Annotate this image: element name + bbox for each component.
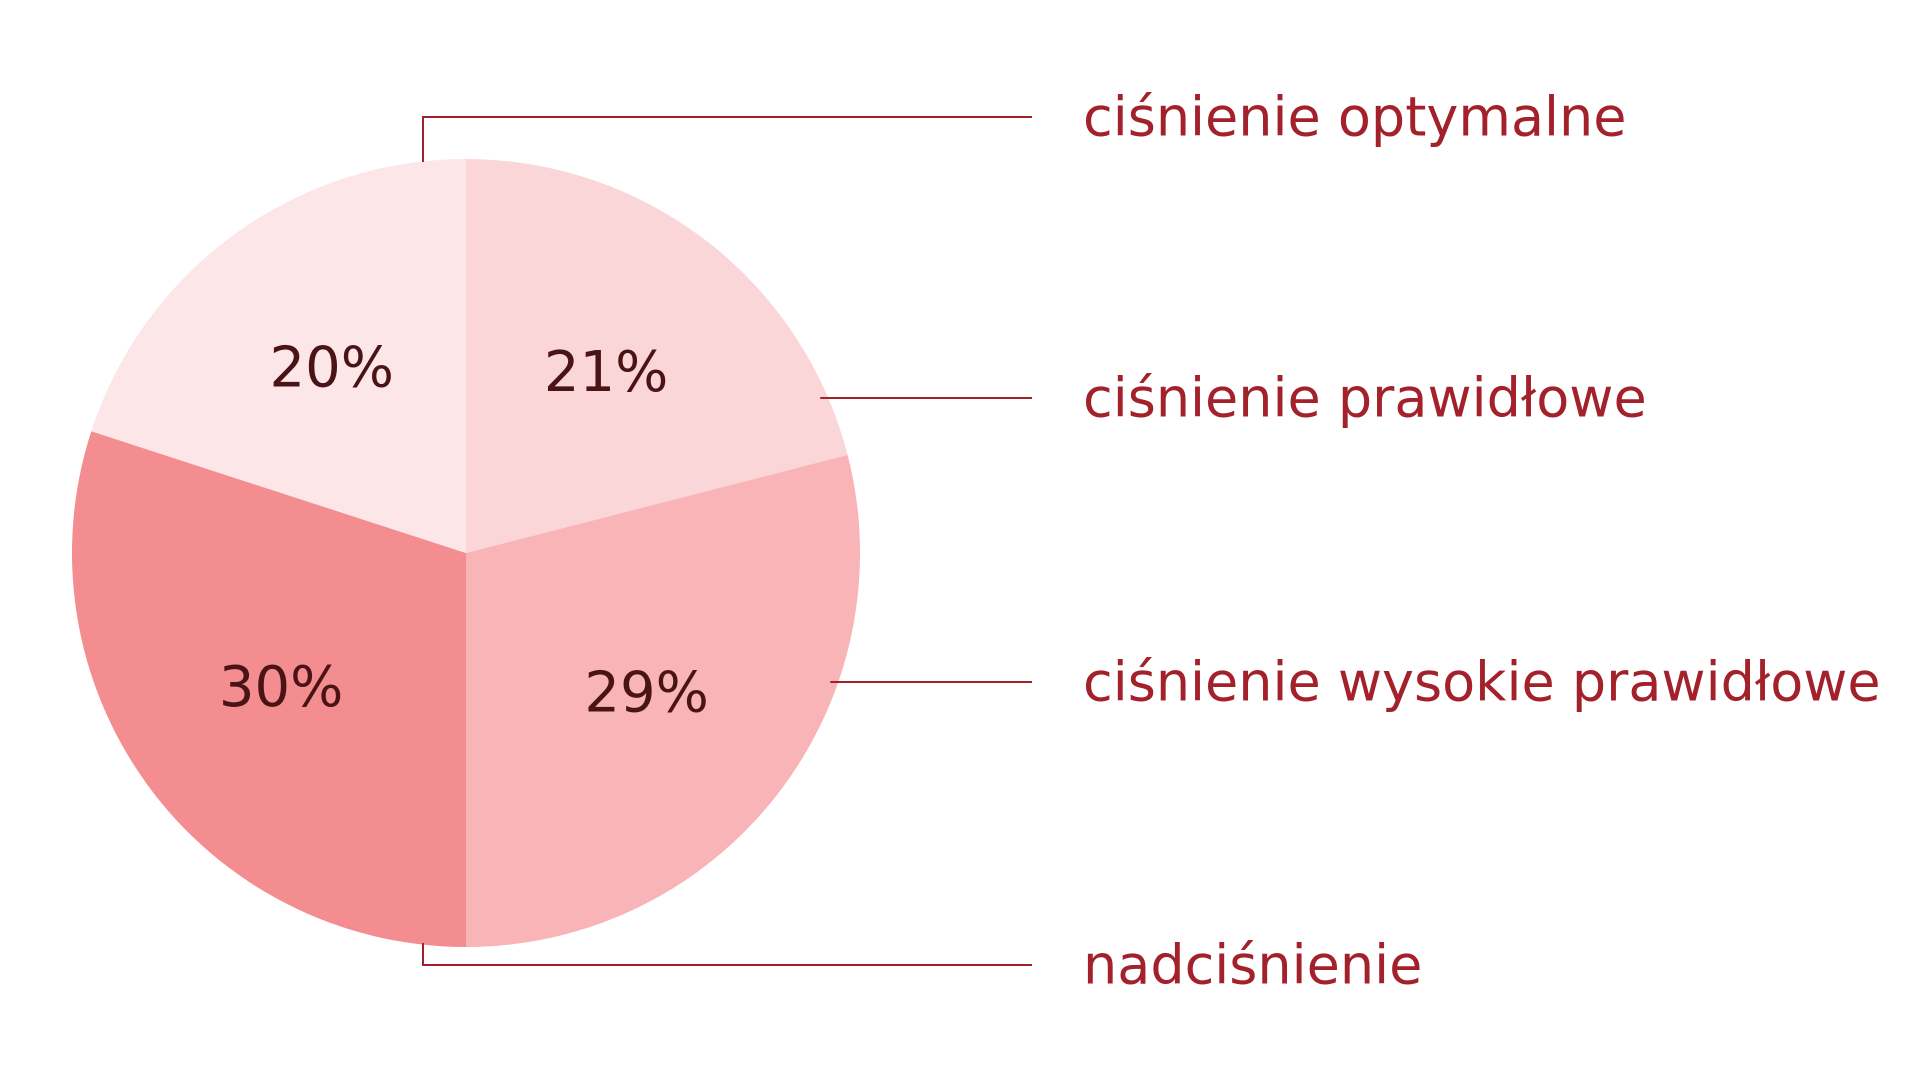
pie-slices [71, 159, 860, 947]
pie-slice [91, 159, 467, 553]
slice-value-label: 30% [219, 655, 343, 720]
legend-entry: ciśnienie wysokie prawidłowe [1083, 651, 1881, 714]
legend-entry: ciśnienie optymalne [1083, 86, 1626, 149]
slice-value-labels: 21% 29% 30% 20% [219, 336, 709, 726]
legend-entry: ciśnienie prawidłowe [1083, 367, 1647, 430]
legend: ciśnienie optymalne ciśnienie prawidłowe c… [1083, 86, 1881, 997]
slice-value-label: 20% [269, 336, 393, 401]
slice-value-label: 21% [544, 340, 668, 405]
pie-slice [71, 431, 467, 947]
pie-slice [466, 455, 860, 947]
legend-entry: nadciśnienie [1083, 934, 1422, 997]
legend-leader-line [422, 943, 1032, 966]
slice-value-label: 29% [584, 661, 708, 726]
legend-leader-lines [422, 116, 1032, 966]
pie-slice [466, 159, 848, 553]
legend-leader-line [422, 116, 1032, 162]
